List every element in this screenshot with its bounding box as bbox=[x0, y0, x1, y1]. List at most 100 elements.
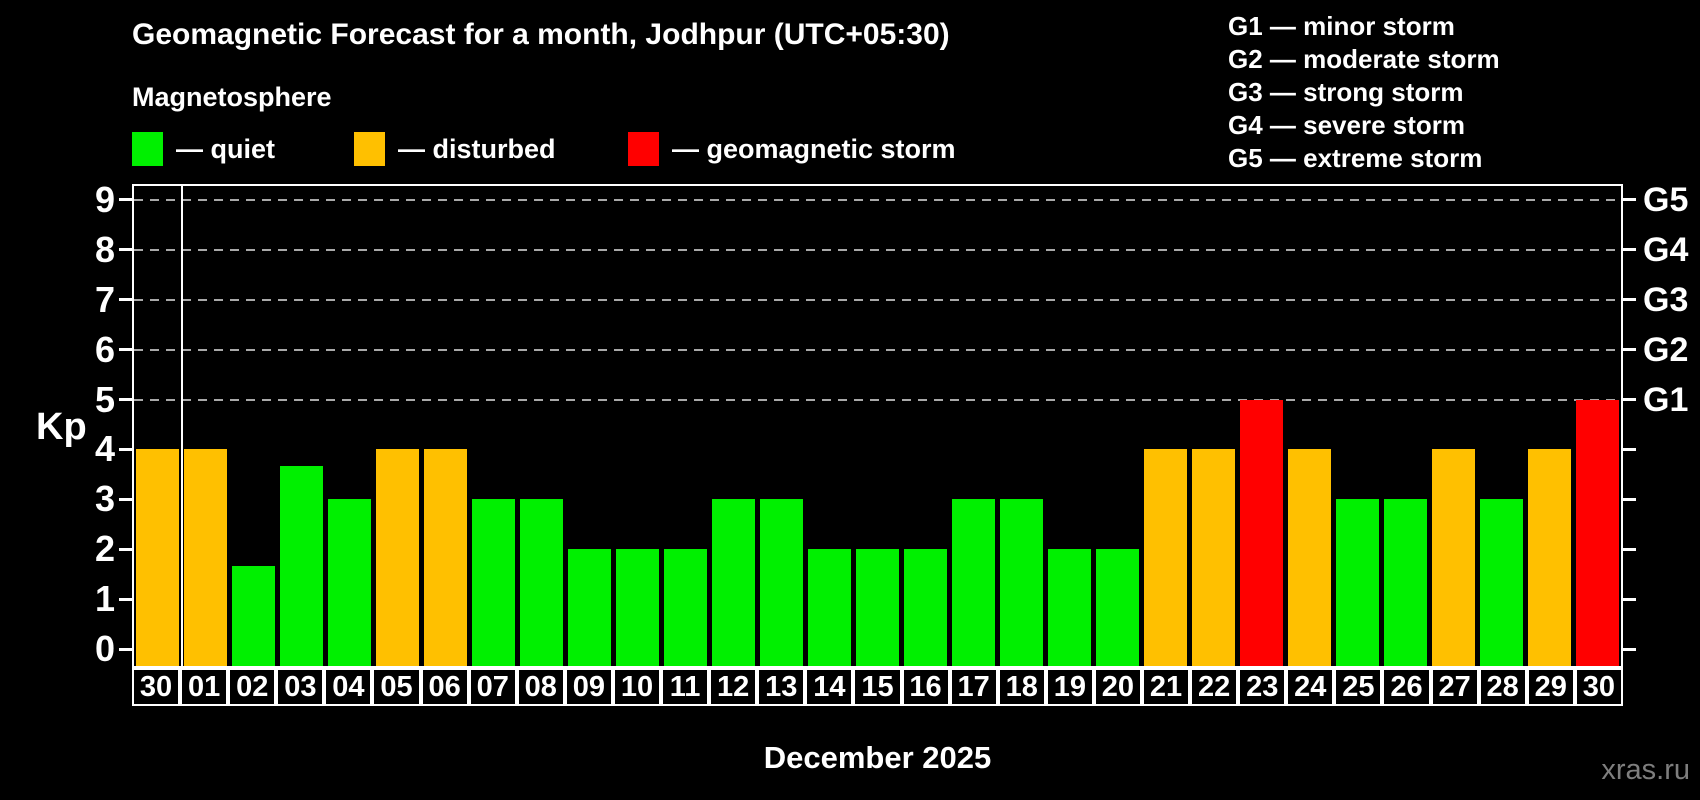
y-tick-right-1 bbox=[1623, 597, 1636, 601]
day-label-30: 30 bbox=[1574, 668, 1623, 706]
kp-bar-day-03 bbox=[280, 465, 324, 666]
day-label-prev-30: 30 bbox=[132, 668, 181, 706]
right-axis-label-g4: G4 bbox=[1643, 230, 1689, 269]
x-axis-labels: 30 01 02 03 04 05 06 07 08 09 10 11 12 13 14 15 16 17 18 19… bbox=[132, 668, 1623, 706]
kp-bar-day-05 bbox=[376, 449, 420, 666]
y-tick-right-8 bbox=[1623, 248, 1636, 252]
kp-bar-day-29 bbox=[1527, 449, 1571, 666]
page-title: Geomagnetic Forecast for a month, Jodhpu… bbox=[132, 18, 950, 51]
day-label-16: 16 bbox=[901, 668, 950, 706]
g-legend-row-g5: G5 — extreme storm bbox=[1228, 143, 1483, 173]
g-legend-row-g3: G3 — strong storm bbox=[1228, 77, 1464, 107]
legend-label-quiet: — quiet bbox=[176, 134, 275, 164]
kp-bar-day-12 bbox=[712, 499, 756, 666]
kp-bar-day-20 bbox=[1095, 549, 1139, 666]
y-tick-label-1: 1 bbox=[94, 578, 115, 620]
chart-subtitle: Magnetosphere bbox=[132, 82, 332, 112]
y-tick-label-5: 5 bbox=[94, 378, 115, 420]
y-tick-right-9 bbox=[1623, 198, 1636, 202]
gridline-kp7 bbox=[134, 298, 1621, 301]
day-label-17: 17 bbox=[949, 668, 998, 706]
y-tick-left-7 bbox=[119, 298, 132, 302]
day-label-25: 25 bbox=[1334, 668, 1383, 706]
kp-bar-day-24 bbox=[1287, 449, 1331, 666]
day-label-06: 06 bbox=[420, 668, 469, 706]
right-axis-label-g3: G3 bbox=[1643, 280, 1689, 319]
gridline-kp8 bbox=[134, 248, 1621, 251]
kp-bar-day-10 bbox=[616, 549, 660, 666]
kp-bar-day-18 bbox=[999, 499, 1043, 666]
right-axis-label-g5: G5 bbox=[1643, 180, 1689, 219]
y-tick-label-7: 7 bbox=[94, 278, 115, 320]
kp-bar-day-16 bbox=[903, 549, 947, 666]
g-legend-row-g1: G1 — minor storm bbox=[1228, 11, 1455, 41]
right-axis-label-g1: G1 bbox=[1643, 380, 1689, 419]
day-label-29: 29 bbox=[1526, 668, 1575, 706]
plot-area bbox=[132, 184, 1623, 668]
y-tick-label-9: 9 bbox=[94, 178, 115, 220]
kp-bar-day-13 bbox=[760, 499, 804, 666]
day-label-08: 08 bbox=[516, 668, 565, 706]
day-label-09: 09 bbox=[564, 668, 613, 706]
kp-bar-day-11 bbox=[664, 549, 708, 666]
day-label-28: 28 bbox=[1478, 668, 1527, 706]
kp-bar-day-17 bbox=[951, 499, 995, 666]
kp-bar-day-30 bbox=[1575, 399, 1619, 666]
x-axis-caption: December 2025 bbox=[763, 740, 992, 775]
day-label-12: 12 bbox=[709, 668, 758, 706]
day-label-05: 05 bbox=[372, 668, 421, 706]
day-label-23: 23 bbox=[1238, 668, 1287, 706]
y-tick-right-3 bbox=[1623, 497, 1636, 501]
y-tick-left-1 bbox=[119, 597, 132, 601]
day-label-15: 15 bbox=[853, 668, 902, 706]
day-label-04: 04 bbox=[324, 668, 373, 706]
kp-bar-day-09 bbox=[568, 549, 612, 666]
kp-bar-day-08 bbox=[520, 499, 564, 666]
g-legend-row-g2: G2 — moderate storm bbox=[1228, 44, 1500, 74]
y-tick-left-6 bbox=[119, 348, 132, 352]
kp-bar-day-22 bbox=[1191, 449, 1235, 666]
gridline-kp6 bbox=[134, 348, 1621, 351]
y-tick-label-6: 6 bbox=[94, 328, 115, 370]
kp-bar-day-02 bbox=[232, 565, 276, 666]
watermark: xras.ru bbox=[1601, 754, 1690, 786]
kp-bar-day-14 bbox=[808, 549, 852, 666]
y-tick-right-0 bbox=[1623, 647, 1636, 651]
day-label-26: 26 bbox=[1382, 668, 1431, 706]
y-tick-label-2: 2 bbox=[94, 528, 115, 570]
y-tick-right-6 bbox=[1623, 348, 1636, 352]
legend-label-disturbed: — disturbed bbox=[398, 134, 556, 164]
y-tick-right-4 bbox=[1623, 447, 1636, 451]
y-tick-left-8 bbox=[119, 248, 132, 252]
day-label-20: 20 bbox=[1093, 668, 1142, 706]
y-tick-right-2 bbox=[1623, 547, 1636, 551]
g-legend-row-g4: G4 — severe storm bbox=[1228, 110, 1466, 140]
kp-bar-day-28 bbox=[1479, 499, 1523, 666]
day-label-24: 24 bbox=[1286, 668, 1335, 706]
day-label-19: 19 bbox=[1045, 668, 1094, 706]
y-tick-label-3: 3 bbox=[94, 478, 115, 520]
kp-bar-day-30 bbox=[136, 449, 180, 666]
kp-bar-day-06 bbox=[424, 449, 468, 666]
y-tick-right-7 bbox=[1623, 298, 1636, 302]
legend-swatch-disturbed bbox=[354, 132, 385, 166]
kp-bar-day-23 bbox=[1239, 399, 1283, 666]
y-tick-left-4 bbox=[119, 447, 132, 451]
day-label-27: 27 bbox=[1430, 668, 1479, 706]
y-tick-left-2 bbox=[119, 547, 132, 551]
gridline-kp9 bbox=[134, 198, 1621, 201]
day-label-11: 11 bbox=[661, 668, 710, 706]
legend-label-storm: — geomagnetic storm bbox=[672, 134, 956, 164]
y-tick-right-5 bbox=[1623, 398, 1636, 401]
y-tick-label-0: 0 bbox=[94, 628, 115, 669]
day-label-03: 03 bbox=[276, 668, 325, 706]
y-tick-label-8: 8 bbox=[94, 228, 115, 270]
legend-swatch-storm bbox=[628, 132, 659, 166]
kp-bar-day-15 bbox=[856, 549, 899, 666]
y-tick-left-5 bbox=[119, 398, 132, 401]
kp-bar-day-19 bbox=[1047, 549, 1091, 666]
day-label-21: 21 bbox=[1141, 668, 1191, 706]
y-tick-left-9 bbox=[119, 198, 132, 202]
day-label-07: 07 bbox=[468, 668, 517, 706]
day-label-14: 14 bbox=[805, 668, 854, 706]
